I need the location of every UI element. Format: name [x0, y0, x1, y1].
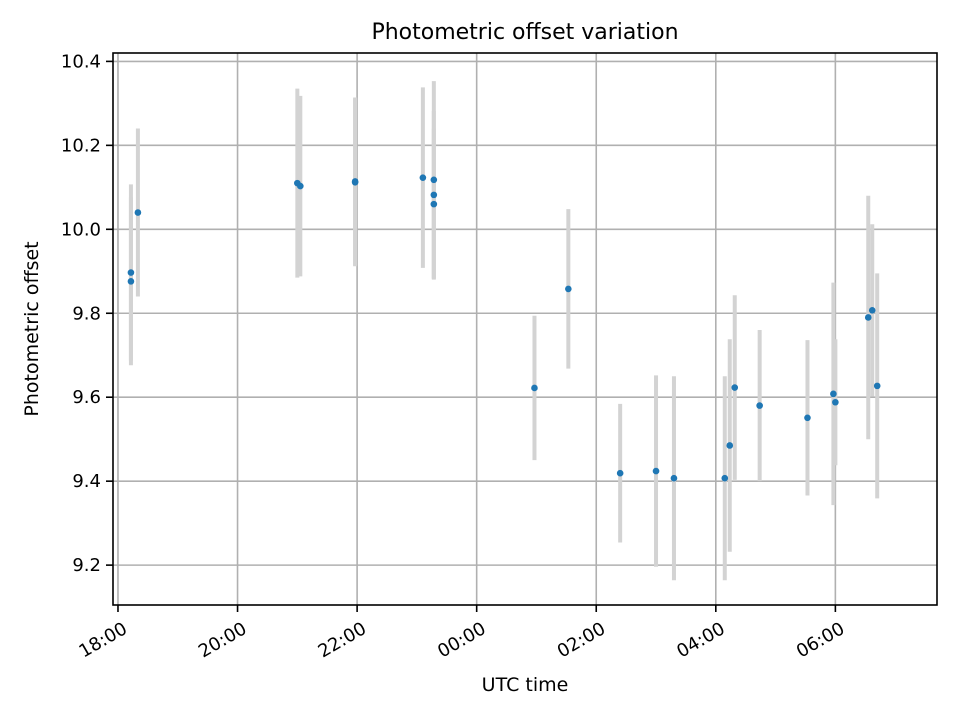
x-axis-label: UTC time	[482, 674, 569, 696]
data-point	[670, 474, 678, 482]
data-point	[430, 176, 438, 184]
data-point	[419, 174, 427, 181]
data-point	[832, 398, 839, 406]
data-point	[297, 182, 304, 190]
data-point	[726, 442, 734, 449]
y-tick-label: 9.2	[72, 555, 101, 576]
data-point	[134, 209, 142, 216]
data-point	[127, 269, 135, 276]
x-axis-ticks: 18:00 20:00 22:00 00:00 02:00 04:00 06:00	[75, 605, 848, 662]
data-point	[531, 384, 538, 392]
y-axis-ticks: 9.2 9.4 9.6 9.8 10.0 10.2 10.4	[61, 51, 113, 576]
data-point	[868, 307, 876, 314]
data-point	[731, 384, 739, 391]
data-points	[127, 174, 881, 482]
data-point	[721, 474, 729, 482]
data-point	[864, 314, 872, 321]
plot-frame	[112, 52, 938, 606]
x-tick-label: 20:00	[195, 618, 250, 662]
data-point	[351, 178, 359, 186]
y-axis-label: Photometric offset	[21, 241, 43, 416]
x-tick-label: 06:00	[793, 618, 848, 662]
x-tick-label: 22:00	[315, 618, 370, 662]
data-point	[127, 278, 135, 285]
y-tick-label: 10.2	[61, 135, 101, 156]
data-point	[652, 467, 660, 475]
data-point	[565, 285, 572, 293]
chart-title: Photometric offset variation	[371, 20, 678, 45]
data-point	[756, 402, 763, 409]
data-point	[804, 414, 811, 422]
x-tick-label: 04:00	[673, 618, 728, 662]
y-tick-label: 10.0	[61, 219, 101, 240]
x-tick-label: 02:00	[554, 618, 609, 662]
y-tick-label: 9.4	[72, 471, 101, 492]
data-point	[430, 191, 438, 199]
data-point	[873, 382, 881, 390]
y-tick-label: 9.8	[72, 303, 101, 324]
data-point	[830, 390, 837, 398]
y-tick-label: 9.6	[72, 387, 101, 408]
x-tick-label: 00:00	[434, 618, 489, 662]
error-bars	[128, 81, 880, 581]
y-tick-label: 10.4	[61, 51, 101, 72]
gridlines	[113, 53, 937, 605]
data-point	[616, 469, 624, 477]
x-tick-label: 18:00	[75, 618, 130, 662]
data-point	[430, 200, 438, 208]
